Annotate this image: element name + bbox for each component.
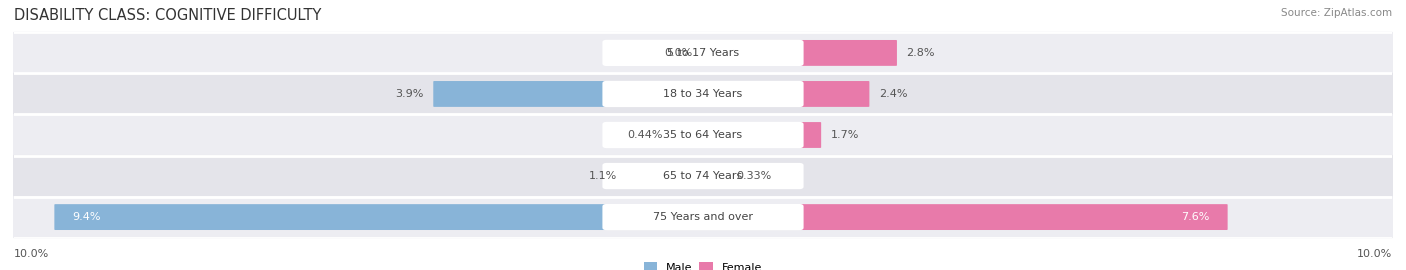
Text: 2.4%: 2.4% — [879, 89, 907, 99]
Text: Source: ZipAtlas.com: Source: ZipAtlas.com — [1281, 8, 1392, 18]
Text: 10.0%: 10.0% — [1357, 249, 1392, 259]
Text: 0.44%: 0.44% — [627, 130, 662, 140]
Text: 9.4%: 9.4% — [73, 212, 101, 222]
FancyBboxPatch shape — [13, 32, 1393, 74]
Text: 65 to 74 Years: 65 to 74 Years — [664, 171, 742, 181]
FancyBboxPatch shape — [702, 81, 869, 107]
Text: DISABILITY CLASS: COGNITIVE DIFFICULTY: DISABILITY CLASS: COGNITIVE DIFFICULTY — [14, 8, 322, 23]
Text: 0.0%: 0.0% — [665, 48, 693, 58]
Text: 5 to 17 Years: 5 to 17 Years — [666, 48, 740, 58]
FancyBboxPatch shape — [602, 163, 804, 189]
FancyBboxPatch shape — [702, 40, 897, 66]
Text: 75 Years and over: 75 Years and over — [652, 212, 754, 222]
FancyBboxPatch shape — [13, 196, 1393, 238]
FancyBboxPatch shape — [702, 204, 1227, 230]
FancyBboxPatch shape — [55, 204, 704, 230]
FancyBboxPatch shape — [702, 122, 821, 148]
Text: 2.8%: 2.8% — [907, 48, 935, 58]
Text: 1.1%: 1.1% — [589, 171, 617, 181]
Text: 0.33%: 0.33% — [737, 171, 772, 181]
Text: 3.9%: 3.9% — [395, 89, 425, 99]
FancyBboxPatch shape — [13, 114, 1393, 156]
FancyBboxPatch shape — [13, 73, 1393, 115]
Text: 1.7%: 1.7% — [831, 130, 859, 140]
FancyBboxPatch shape — [13, 155, 1393, 197]
Text: 18 to 34 Years: 18 to 34 Years — [664, 89, 742, 99]
FancyBboxPatch shape — [626, 163, 704, 189]
FancyBboxPatch shape — [602, 204, 804, 230]
Text: 7.6%: 7.6% — [1181, 212, 1209, 222]
FancyBboxPatch shape — [602, 40, 804, 66]
FancyBboxPatch shape — [702, 163, 727, 189]
Text: 10.0%: 10.0% — [14, 249, 49, 259]
FancyBboxPatch shape — [602, 81, 804, 107]
FancyBboxPatch shape — [602, 122, 804, 148]
FancyBboxPatch shape — [433, 81, 704, 107]
Text: 35 to 64 Years: 35 to 64 Years — [664, 130, 742, 140]
FancyBboxPatch shape — [672, 122, 704, 148]
Legend: Male, Female: Male, Female — [640, 258, 766, 270]
